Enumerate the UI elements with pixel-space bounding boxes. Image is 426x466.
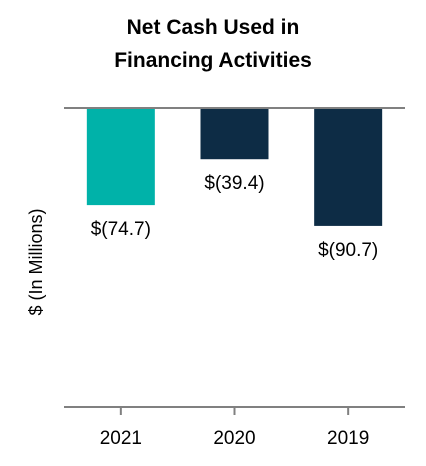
x-tick-label-2020: 2020 (213, 428, 255, 449)
bar-2021 (86, 108, 155, 206)
chart-title-line-2: Financing Activities (114, 49, 312, 72)
data-label-2019: $(90.7) (318, 240, 378, 261)
chart-title-line-1: Net Cash Used in (127, 16, 300, 39)
data-label-2021: $(74.7) (91, 219, 151, 240)
bar-2019 (314, 108, 383, 226)
x-tick-label-2019: 2019 (327, 428, 369, 449)
bars-layer (86, 108, 383, 226)
x-axis-ticks: 2021 2020 2019 (100, 407, 369, 449)
data-label-2020: $(39.4) (204, 173, 264, 194)
x-tick-label-2021: 2021 (100, 428, 142, 449)
y-axis-label: $ (In Millions) (26, 208, 46, 315)
chart-title: Net Cash Used in Financing Activities (114, 16, 312, 72)
data-labels: $(74.7) $(39.4) $(90.7) (91, 173, 379, 261)
bar-2020 (200, 108, 269, 160)
